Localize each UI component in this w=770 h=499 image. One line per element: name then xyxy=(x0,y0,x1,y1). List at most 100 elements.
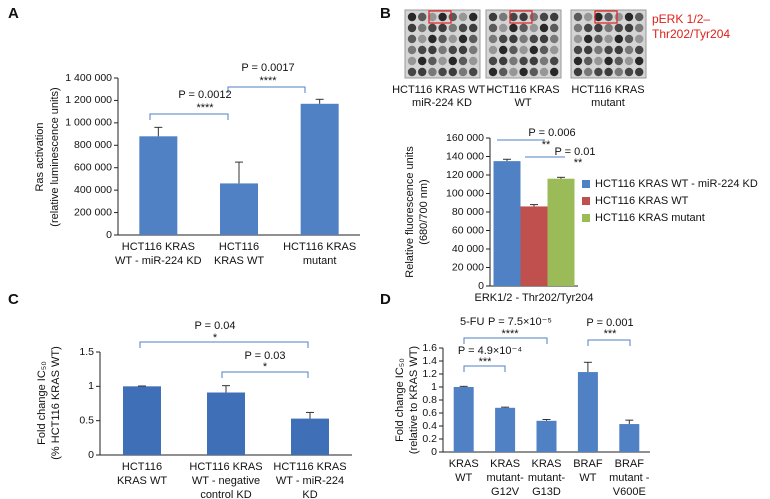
blot-dot xyxy=(604,45,613,55)
y-axis-label: (relative to KRAS WT) xyxy=(408,346,420,454)
blot-dot xyxy=(584,67,593,77)
blot-dot xyxy=(428,34,437,44)
blot-dot xyxy=(539,34,549,44)
annotation: P = 0.0012 xyxy=(178,89,231,101)
x-tick-label: KRAS xyxy=(532,458,562,470)
blot-dot xyxy=(448,12,457,22)
blot-dot xyxy=(573,67,583,77)
blot-dot xyxy=(604,67,613,77)
blot-dot xyxy=(488,56,498,66)
blot-dot xyxy=(448,34,457,44)
x-tick-label: HCT116 KRAS xyxy=(283,241,356,253)
x-tick-label: mutant xyxy=(303,255,337,267)
y-tick-label: 0 xyxy=(106,229,112,241)
blot-dot xyxy=(624,56,634,66)
blot-label: HCT116 KRAS WT - xyxy=(392,84,492,96)
blot-dot xyxy=(407,45,417,55)
blot-dot xyxy=(635,23,644,33)
bar xyxy=(536,420,557,452)
blot-dot xyxy=(469,23,478,33)
blot-dot xyxy=(428,67,437,77)
blot-image xyxy=(485,9,562,79)
blot-dot xyxy=(418,12,427,22)
blot-dot xyxy=(584,34,593,44)
blot-dot xyxy=(499,45,508,55)
blot-dot xyxy=(438,34,447,44)
blot-dot xyxy=(539,12,549,22)
y-tick-label: 20 000 xyxy=(452,261,484,273)
blot-dot xyxy=(635,34,644,44)
blot-dot xyxy=(428,45,437,55)
annotation: P = 0.01 xyxy=(554,146,595,158)
blot-dot xyxy=(519,56,528,66)
blot-dot xyxy=(624,45,634,55)
bar xyxy=(123,386,161,455)
annotation: ** xyxy=(542,139,551,151)
bar xyxy=(453,387,474,452)
blot-dot xyxy=(499,12,508,22)
bar xyxy=(220,183,258,235)
blot-image xyxy=(570,9,647,79)
blot-dot xyxy=(438,23,447,33)
blot-dot xyxy=(488,67,498,77)
bar xyxy=(493,161,521,286)
blot-dot xyxy=(550,56,559,66)
y-tick-label: 1 400 000 xyxy=(65,72,112,84)
x-tick-label: mutant- xyxy=(528,472,566,484)
significance-bracket xyxy=(149,113,229,120)
blot-dot xyxy=(594,34,603,44)
blot-label: miR-224 KD xyxy=(412,97,472,109)
significance-bracket xyxy=(463,337,548,344)
blot-dot xyxy=(624,34,634,44)
blot-dot xyxy=(550,67,559,77)
bar xyxy=(547,178,575,286)
annotation: P = 0.04 xyxy=(194,320,235,332)
x-tick-label: HCT116 KRAS xyxy=(273,461,346,473)
y-tick-label: 1.6 xyxy=(422,342,437,354)
blot-dot xyxy=(594,23,603,33)
blot-dot xyxy=(499,56,508,66)
blot-dot xyxy=(418,56,427,66)
x-tick-label: G12V xyxy=(491,486,520,498)
blot-dot xyxy=(469,12,478,22)
annotation: **** xyxy=(501,328,519,340)
y-axis-label: Relative fluorescence units xyxy=(404,146,416,278)
bar xyxy=(139,136,178,235)
y-tick-label: 1 200 000 xyxy=(65,94,112,106)
blot-dot xyxy=(458,45,468,55)
blot-dot xyxy=(509,56,518,66)
blot-dot xyxy=(604,23,613,33)
blot-dot xyxy=(488,12,498,22)
annotation: P = 0.03 xyxy=(244,350,285,362)
blot-highlight xyxy=(509,10,533,24)
blot-dot xyxy=(407,56,417,66)
blot-dot xyxy=(438,45,447,55)
blot-dot xyxy=(550,45,559,55)
blot-dot xyxy=(550,23,559,33)
y-tick-label: 0.2 xyxy=(422,433,437,445)
blot-dot xyxy=(418,45,427,55)
blot-dot xyxy=(539,56,549,66)
significance-bracket xyxy=(463,365,506,372)
blot-dot xyxy=(539,45,549,55)
blot-dot xyxy=(509,45,518,55)
x-tick-label: KRAS xyxy=(490,458,520,470)
y-tick-label: 0.8 xyxy=(422,394,437,406)
significance-bracket xyxy=(221,371,309,378)
x-tick-label: BRAF xyxy=(573,458,603,470)
chart-title: 5-FU xyxy=(460,316,485,328)
blot-dot xyxy=(604,56,613,66)
blot-annotation: Thr202/Tyr204 xyxy=(652,27,730,41)
y-tick-label: 1.5 xyxy=(79,346,94,358)
blot-dot xyxy=(469,67,478,77)
y-tick-label: 0 xyxy=(88,449,94,461)
annotation: ** xyxy=(574,157,583,169)
annotation: P = 0.0017 xyxy=(241,62,294,74)
blot-label: mutant xyxy=(591,97,625,109)
blot-dot xyxy=(458,12,468,22)
bar xyxy=(619,424,640,452)
blot-dot xyxy=(428,12,437,22)
blot-dot xyxy=(407,34,417,44)
blot-label: HCT116 KRAS xyxy=(571,84,644,96)
y-tick-label: 100 000 xyxy=(446,187,484,199)
